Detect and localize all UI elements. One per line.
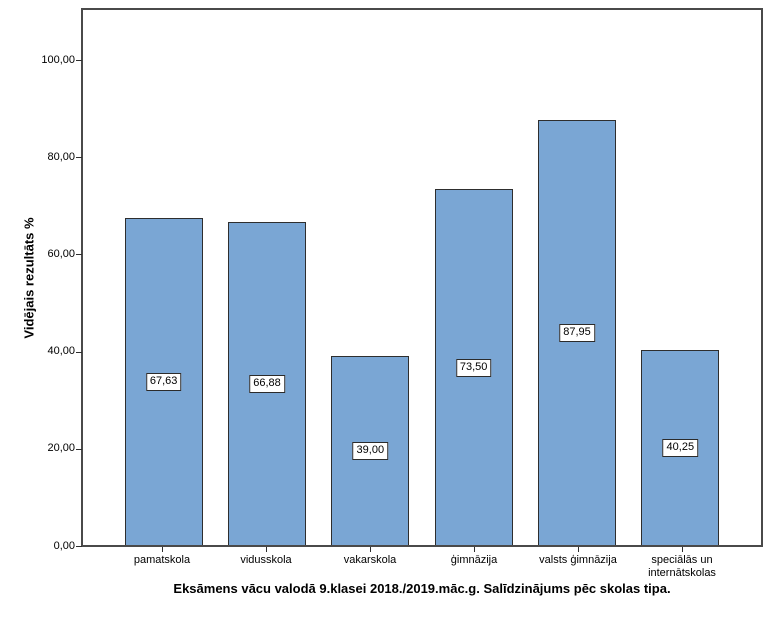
y-tick-label: 40,00 (47, 345, 75, 358)
bar-pamatskola: 67,63 (124, 217, 203, 545)
bar-slot: 67,63 (112, 10, 215, 545)
bar-valsts-ģimnāzija: 87,95 (537, 119, 616, 545)
bar-value-label: 87,95 (559, 323, 595, 342)
y-tick-label: 0,00 (53, 539, 75, 552)
y-tick-mark (76, 351, 82, 353)
y-tick-mark (76, 254, 82, 256)
bar-value-label: 39,00 (352, 442, 389, 461)
x-category-label: pamatskola (133, 554, 191, 566)
x-tick-mark (161, 547, 163, 552)
bar-speciālās-un-internātskolas: 40,25 (641, 350, 720, 545)
y-axis-title: Vidējais rezultāts % (21, 217, 37, 339)
x-category-label: valsts ģimnāzija (539, 554, 617, 566)
bar-value-label: 67,63 (145, 372, 182, 391)
bar-value-label: 66,88 (249, 374, 285, 393)
bar-slot: 40,25 (629, 10, 732, 545)
y-tick-label: 80,00 (47, 150, 75, 163)
bar-slot: 39,00 (319, 10, 422, 545)
bar-ģimnāzija: 73,50 (434, 189, 513, 545)
y-tick-label: 60,00 (47, 247, 75, 260)
bar-slot: 87,95 (525, 10, 628, 545)
bars-container: 67,63 66,88 39,00 73,50 87,95 40,25 (83, 10, 761, 545)
y-tick-mark (76, 157, 82, 159)
x-category-slot: valsts ģimnāzija (526, 547, 630, 580)
bar-value-label: 73,50 (455, 358, 492, 377)
y-tick-label: 20,00 (47, 442, 75, 455)
chart-title: Eksāmens vācu valodā 9.klasei 2018./2019… (173, 581, 671, 596)
x-tick-mark (577, 547, 579, 552)
x-category-label: ģimnāzija (450, 554, 498, 566)
x-category-slot: pamatskola (110, 547, 214, 580)
x-tick-mark (369, 547, 371, 552)
plot-area: 67,63 66,88 39,00 73,50 87,95 40,25 (81, 8, 763, 547)
y-tick-mark (76, 60, 82, 61)
bar-vidusskola: 66,88 (227, 221, 306, 545)
x-category-slot: ģimnāzija (422, 547, 526, 580)
y-tick-label: 100,00 (41, 53, 75, 66)
x-category-slot: speciālās un internātskolas (630, 547, 734, 580)
x-category-slot: vidusskola (214, 547, 318, 580)
bar-slot: 73,50 (422, 10, 525, 545)
y-tick-mark (76, 448, 82, 450)
x-tick-mark (681, 547, 683, 552)
x-category-label: speciālās un internātskolas (648, 554, 716, 579)
x-category-label: vidusskola (240, 554, 292, 566)
bar-slot: 66,88 (215, 10, 318, 545)
x-axis: pamatskola vidusskola vakarskola ģimnāzija v… (81, 547, 763, 580)
x-category-label: vakarskola (343, 554, 397, 566)
x-tick-mark (265, 547, 267, 552)
bar-value-label: 40,25 (662, 439, 699, 458)
y-tick-mark (76, 546, 82, 547)
x-tick-mark (473, 547, 475, 552)
x-category-slot: vakarskola (318, 547, 422, 580)
bar-vakarskola: 39,00 (331, 356, 410, 545)
